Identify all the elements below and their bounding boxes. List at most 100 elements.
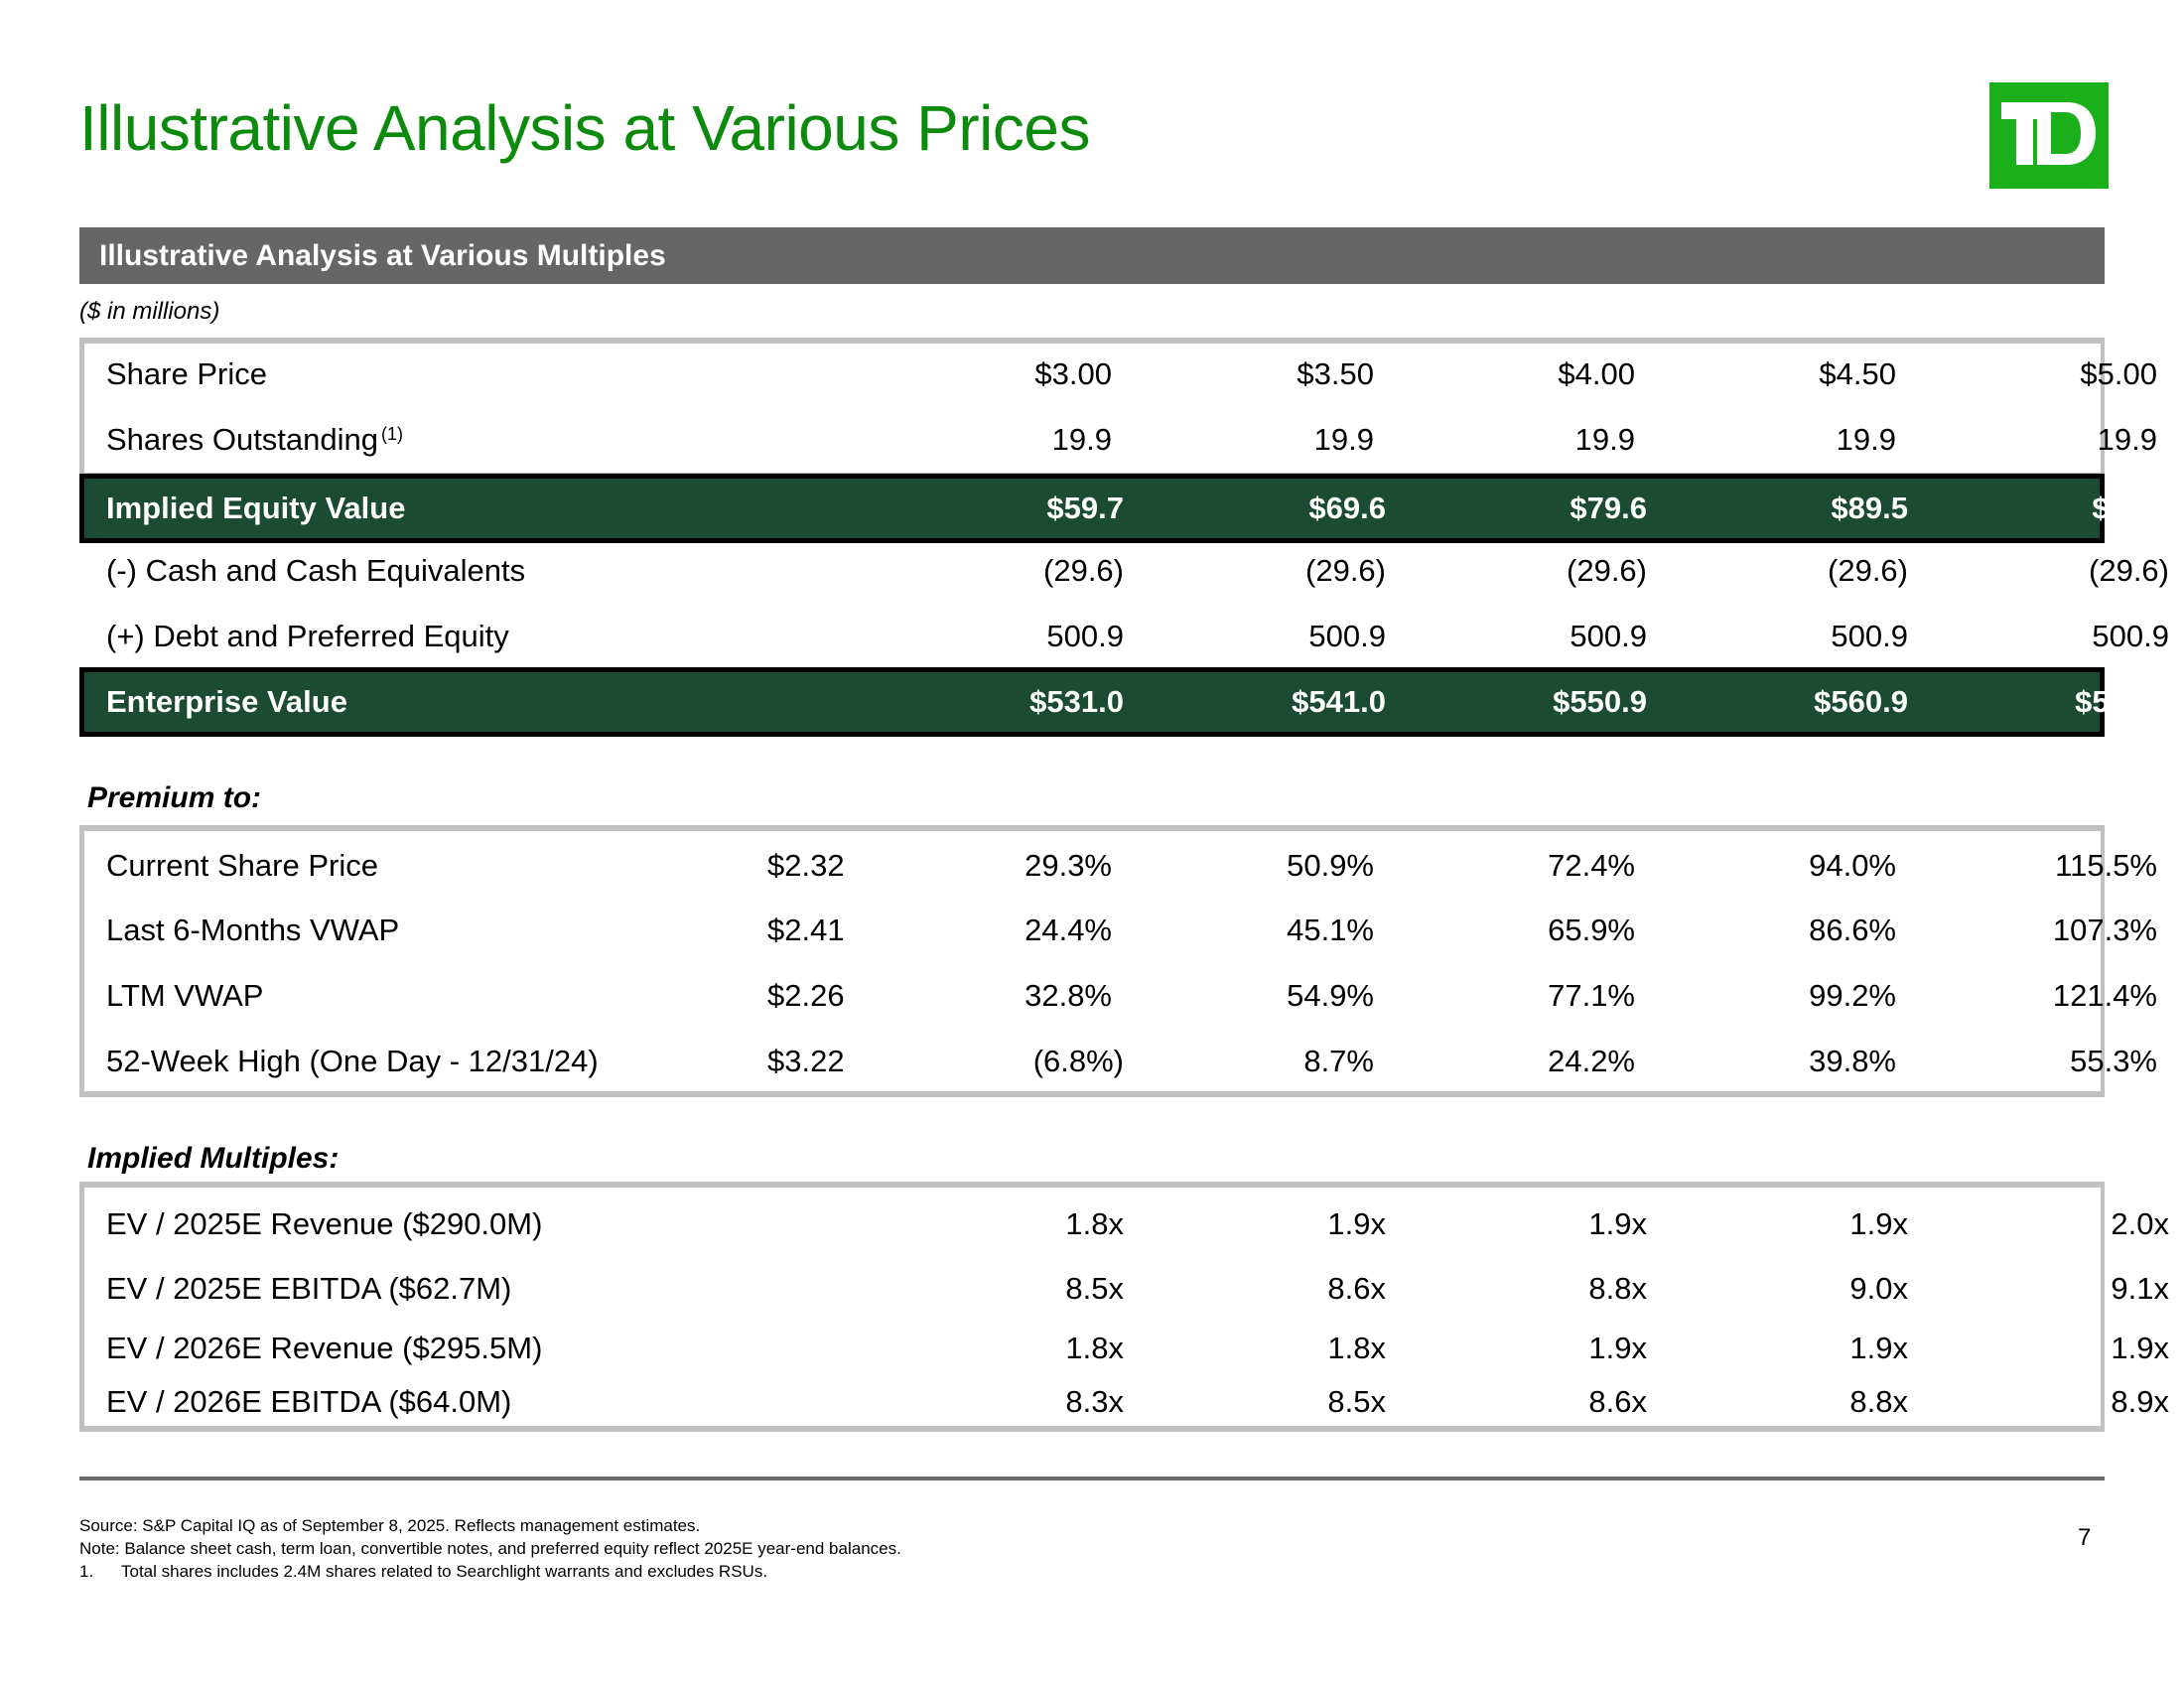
cell: $4.50 <box>1819 356 1896 391</box>
cell: 1.9x <box>1588 1331 1647 1365</box>
cell: 121.4% <box>2052 978 2157 1013</box>
cell: 500.9 <box>1570 619 1647 653</box>
table-row-shares-outstanding: Shares Outstanding (1) 19.9 19.9 19.9 19.… <box>79 410 2157 470</box>
cell: 19.9 <box>2097 422 2157 457</box>
cell: $3.00 <box>1034 356 1112 391</box>
multiples-section-label: Implied Multiples: <box>87 1142 340 1175</box>
cell: 8.9x <box>2111 1384 2169 1419</box>
cell: 2.0x <box>2111 1206 2169 1241</box>
row-label: 52-Week High (One Day - 12/31/24) <box>106 1044 599 1078</box>
balance-sheet-note: Note: Balance sheet cash, term loan, con… <box>79 1539 901 1558</box>
cell: 32.8% <box>1024 978 1112 1013</box>
cell: $5.00 <box>2080 356 2157 391</box>
cell: (29.6) <box>1305 553 1386 588</box>
cell: 50.9% <box>1287 848 1374 883</box>
cell: 77.1% <box>1548 978 1635 1013</box>
cell: 1.9x <box>2111 1331 2169 1365</box>
row-label: (-) Cash and Cash Equivalents <box>106 553 526 588</box>
multiples-table-box <box>79 1182 2105 1432</box>
cell: 500.9 <box>1308 619 1386 653</box>
row-label: Current Share Price <box>106 848 378 883</box>
cell: 1.8x <box>1327 1331 1386 1365</box>
table-row-share-price: Share Price $3.00 $3.50 $4.00 $4.50 $5.0… <box>79 345 2157 404</box>
cell: $570.8 <box>2075 684 2169 719</box>
cell: $79.6 <box>1570 491 1647 525</box>
cell: $560.9 <box>1814 684 1908 719</box>
table-row-cash: (-) Cash and Cash Equivalents (29.6) (29… <box>79 541 2169 601</box>
premium-section-label: Premium to: <box>87 781 262 814</box>
cell: (29.6) <box>1043 553 1124 588</box>
reference-price: $2.26 <box>767 978 845 1013</box>
cell: 72.4% <box>1548 848 1635 883</box>
footnote-text: Total shares includes 2.4M shares relate… <box>121 1562 768 1581</box>
footnote-number: 1. <box>79 1562 94 1581</box>
footnote-ref: (1) <box>381 424 404 444</box>
cell: $99.5 <box>2092 491 2169 525</box>
reference-price: $2.41 <box>767 913 845 947</box>
table-row-premium: LTM VWAP $2.26 32.8% 54.9% 77.1% 99.2% 1… <box>79 966 2157 1026</box>
cell: $4.00 <box>1558 356 1635 391</box>
cell: 94.0% <box>1809 848 1896 883</box>
cell: 19.9 <box>1836 422 1896 457</box>
cell: 54.9% <box>1287 978 1374 1013</box>
cell: 1.9x <box>1588 1206 1647 1241</box>
cell: 39.8% <box>1809 1044 1896 1078</box>
td-logo-icon <box>2001 102 2096 165</box>
cell: 99.2% <box>1809 978 1896 1013</box>
cell: 1.9x <box>1327 1206 1386 1241</box>
premium-table-box <box>79 825 2105 1097</box>
cell: $550.9 <box>1553 684 1647 719</box>
cell: 500.9 <box>2092 619 2169 653</box>
cell: 500.9 <box>1831 619 1908 653</box>
page-title: Illustrative Analysis at Various Prices <box>79 92 1090 164</box>
row-label: Last 6-Months VWAP <box>106 913 400 947</box>
reference-price: $2.32 <box>767 848 845 883</box>
reference-price: $3.22 <box>767 1044 845 1078</box>
row-label: LTM VWAP <box>106 978 264 1013</box>
table-row-multiple: EV / 2026E Revenue ($295.5M) 1.8x 1.8x 1… <box>79 1319 2169 1378</box>
table-row-implied-equity-value: Implied Equity Value $59.7 $69.6 $79.6 $… <box>79 474 2169 543</box>
table-row-premium: Last 6-Months VWAP $2.41 24.4% 45.1% 65.… <box>79 901 2157 960</box>
cell: $69.6 <box>1308 491 1386 525</box>
table-row-multiple: EV / 2025E Revenue ($290.0M) 1.8x 1.9x 1… <box>79 1195 2169 1254</box>
cell: 65.9% <box>1548 913 1635 947</box>
cell: $59.7 <box>1046 491 1124 525</box>
cell: 1.8x <box>1065 1206 1124 1241</box>
cell: (29.6) <box>1567 553 1647 588</box>
cell: $531.0 <box>1029 684 1124 719</box>
footnote-1: 1. Total shares includes 2.4M shares rela… <box>79 1562 767 1582</box>
cell: 115.5% <box>2055 848 2157 883</box>
cell: 8.8x <box>1849 1384 1908 1419</box>
cell: (6.8%) <box>1032 1044 1124 1078</box>
cell: 45.1% <box>1287 913 1374 947</box>
cell: 8.6x <box>1327 1271 1386 1306</box>
row-label: Shares Outstanding (1) <box>106 410 403 470</box>
cell: 1.9x <box>1849 1206 1908 1241</box>
cell: $3.50 <box>1297 356 1374 391</box>
table-row-multiple: EV / 2026E EBITDA ($64.0M) 8.3x 8.5x 8.6… <box>79 1372 2169 1432</box>
table-row-premium: 52-Week High (One Day - 12/31/24) $3.22 … <box>79 1032 2157 1091</box>
cell: 500.9 <box>1046 619 1124 653</box>
cell: 24.2% <box>1548 1044 1635 1078</box>
row-label: EV / 2026E EBITDA ($64.0M) <box>106 1384 512 1419</box>
cell: 8.5x <box>1065 1271 1124 1306</box>
cell: 107.3% <box>2052 913 2157 947</box>
cell: 55.3% <box>2070 1044 2157 1078</box>
row-label: EV / 2025E Revenue ($290.0M) <box>106 1206 543 1241</box>
td-logo <box>1989 82 2109 189</box>
cell: 1.8x <box>1065 1331 1124 1365</box>
cell: 29.3% <box>1024 848 1112 883</box>
page-number: 7 <box>2078 1524 2092 1551</box>
cell: 8.7% <box>1303 1044 1374 1078</box>
row-label-text: Shares Outstanding <box>106 422 379 457</box>
footer-divider <box>79 1477 2105 1480</box>
cell: 24.4% <box>1024 913 1112 947</box>
row-label: EV / 2026E Revenue ($295.5M) <box>106 1331 543 1365</box>
cell: 8.5x <box>1327 1384 1386 1419</box>
row-label: EV / 2025E EBITDA ($62.7M) <box>106 1271 512 1306</box>
table-row-multiple: EV / 2025E EBITDA ($62.7M) 8.5x 8.6x 8.8… <box>79 1259 2169 1319</box>
cell: 8.8x <box>1588 1271 1647 1306</box>
cell: $89.5 <box>1831 491 1908 525</box>
cell: 19.9 <box>1574 422 1635 457</box>
source-note: Source: S&P Capital IQ as of September 8… <box>79 1516 701 1535</box>
